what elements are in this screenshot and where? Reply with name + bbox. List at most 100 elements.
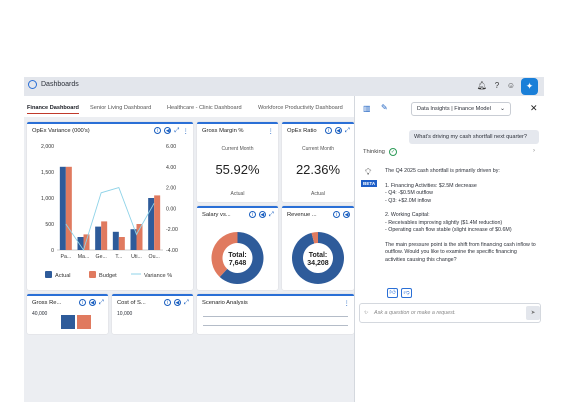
more-icon[interactable]: ⋮: [267, 128, 275, 135]
tab-senior-living-dashboard[interactable]: Senior Living Dashboard: [90, 105, 152, 111]
speak-icon[interactable]: ◀: [88, 299, 96, 306]
bar-actual: [61, 315, 75, 329]
bar-actual: [112, 231, 119, 250]
info-icon[interactable]: i: [78, 299, 86, 306]
beta-badge: BETA: [361, 180, 378, 187]
user-icon[interactable]: ☺: [506, 81, 516, 90]
expand-icon[interactable]: ⤢: [98, 299, 104, 306]
y-tick-label: 1,500: [41, 170, 54, 176]
donut-total-value: 7,648: [229, 260, 247, 267]
reply-line: - Q3: +$2.0M inflow: [385, 197, 432, 204]
salary-card: Salary vs... i ◀ ⤢ Total: 7,648: [197, 206, 278, 290]
dashboard-logo-icon: [28, 80, 37, 89]
reply-line: - Q4: -$0.5M outflow: [385, 190, 433, 197]
info-icon[interactable]: i: [248, 211, 256, 218]
assistant-reply: The Q4 2025 cash shortfall is primarily …: [385, 168, 537, 264]
info-icon[interactable]: i: [154, 127, 162, 134]
bar-actual: [130, 229, 137, 250]
gross-margin-card: Gross Margin % ⋮ Current Month 55.92% Ac…: [197, 122, 278, 202]
x-tick-label: T...: [115, 254, 122, 260]
bar-budget: [77, 315, 91, 329]
card-title: Revenue ...: [287, 212, 317, 218]
more-icon[interactable]: ⋮: [343, 300, 351, 307]
tab-healthcare-clinic-dashboard[interactable]: Healthcare - Clinic Dashboard: [167, 105, 242, 111]
speak-icon[interactable]: ◀: [164, 127, 172, 134]
bar-actual: [148, 198, 155, 250]
thumbs-up-icon[interactable]: 👍︎: [387, 288, 398, 298]
model-select[interactable]: Data Insights | Finance Model ⌄: [411, 102, 511, 116]
expand-icon[interactable]: ⤢: [268, 211, 274, 218]
speak-icon[interactable]: ◀: [343, 211, 350, 218]
reply-line: The main pressure point is the shift fro…: [385, 242, 536, 263]
sidebar-toggle-icon[interactable]: ▥: [363, 104, 371, 113]
card-title: OpEx Ratio: [287, 128, 317, 134]
donut-total-label: Total:: [309, 252, 328, 259]
app-title[interactable]: Dashboards: [28, 80, 79, 89]
info-icon[interactable]: i: [163, 299, 171, 306]
expand-icon[interactable]: ⤢: [344, 127, 350, 134]
dashboard-grid: OpEx Variance (000's) i ◀ ⤢ ⋮ 2,000 1,500…: [24, 117, 354, 402]
thumbs-down-icon[interactable]: 👎︎: [401, 288, 412, 298]
thinking-status[interactable]: Thinking ✓: [363, 148, 397, 156]
kpi-period: Current Month: [302, 146, 334, 152]
kpi-footer: Actual: [230, 191, 245, 197]
gridlines: [203, 316, 348, 326]
revenue-donut-chart: Total:34,208: [292, 232, 344, 284]
y2-tick-label: 0.00: [166, 206, 176, 212]
bar-budget: [101, 221, 108, 250]
x-tick-label: Ma...: [78, 254, 90, 260]
speak-icon[interactable]: ◀: [258, 211, 266, 218]
y-tick-label: 500: [45, 222, 54, 228]
ai-assistant-icon[interactable]: ✦: [521, 78, 538, 95]
send-icon[interactable]: ➤: [526, 306, 540, 320]
close-icon[interactable]: ✕: [530, 103, 538, 113]
chat-input-placeholder: Ask a question or make a request.: [374, 310, 456, 316]
kpi-value: 55.92%: [215, 162, 260, 177]
donut-slice: [211, 232, 238, 277]
bar-budget: [118, 237, 125, 250]
card-toolbar: i ◀ ⤢: [163, 299, 189, 307]
help-icon[interactable]: ?: [494, 81, 500, 90]
ai-chat-panel: ▥ ✎ Data Insights | Finance Model ⌄ ✕ Wh…: [354, 96, 544, 402]
bar-actual: [59, 166, 66, 250]
card-title: Cost of S...: [117, 300, 146, 306]
info-icon[interactable]: i: [333, 211, 340, 218]
donut-slice: [292, 232, 344, 284]
speak-icon[interactable]: ◀: [173, 299, 181, 306]
card-toolbar: i ◀ ⤢: [78, 299, 104, 307]
thinking-label: Thinking: [363, 149, 385, 155]
cost-of-sales-card: Cost of S... i ◀ ⤢ 10,000: [112, 294, 193, 334]
card-toolbar: i ◀ ⤢: [248, 211, 274, 219]
reply-line: The Q4 2025 cash shortfall is primarily …: [385, 168, 500, 174]
axis-tick: 10,000: [117, 311, 133, 317]
bell-icon[interactable]: 🔔︎: [476, 81, 488, 90]
card-title: Salary vs...: [202, 212, 231, 218]
chevron-right-icon[interactable]: ›: [533, 148, 535, 154]
donut-total-value: 34,208: [307, 260, 329, 267]
info-icon[interactable]: i: [324, 127, 332, 134]
reply-line: - Receivables improving slightly ($1.4M …: [385, 219, 503, 226]
card-toolbar: ⋮: [268, 127, 275, 135]
chat-input[interactable]: ✨︎ Ask a question or make a request. ➤: [359, 303, 541, 323]
model-select-value: Data Insights | Finance Model: [417, 106, 491, 112]
x-tick-label: Pa...: [60, 254, 71, 260]
y2-tick-label: 2.00: [166, 186, 176, 192]
expand-icon[interactable]: ⤢: [183, 299, 189, 306]
lightbulb-icon: 💡︎: [365, 167, 372, 177]
opex-variance-card: OpEx Variance (000's) i ◀ ⤢ ⋮ 2,000 1,500…: [27, 122, 193, 290]
bar-actual: [95, 226, 102, 250]
donut-total-label: Total:: [228, 252, 247, 259]
card-title: OpEx Variance (000's): [32, 128, 90, 134]
x-tick-label: Ou...: [149, 254, 160, 260]
speak-icon[interactable]: ◀: [334, 127, 342, 134]
reply-line: 2. Working Capital:: [385, 212, 430, 219]
tab-finance-dashboard[interactable]: Finance Dashboard: [27, 105, 79, 114]
tab-workforce-productivity-dashboard[interactable]: Workforce Productivity Dashboard: [258, 105, 343, 111]
expand-icon[interactable]: ⤢: [174, 127, 180, 134]
variance-line: [65, 187, 155, 252]
bar-budget: [65, 166, 72, 250]
new-chat-icon[interactable]: ✎: [381, 103, 388, 112]
legend-label-budget: Budget: [99, 273, 117, 279]
more-icon[interactable]: ⋮: [182, 128, 190, 135]
y-tick-label: 2,000: [41, 144, 54, 150]
